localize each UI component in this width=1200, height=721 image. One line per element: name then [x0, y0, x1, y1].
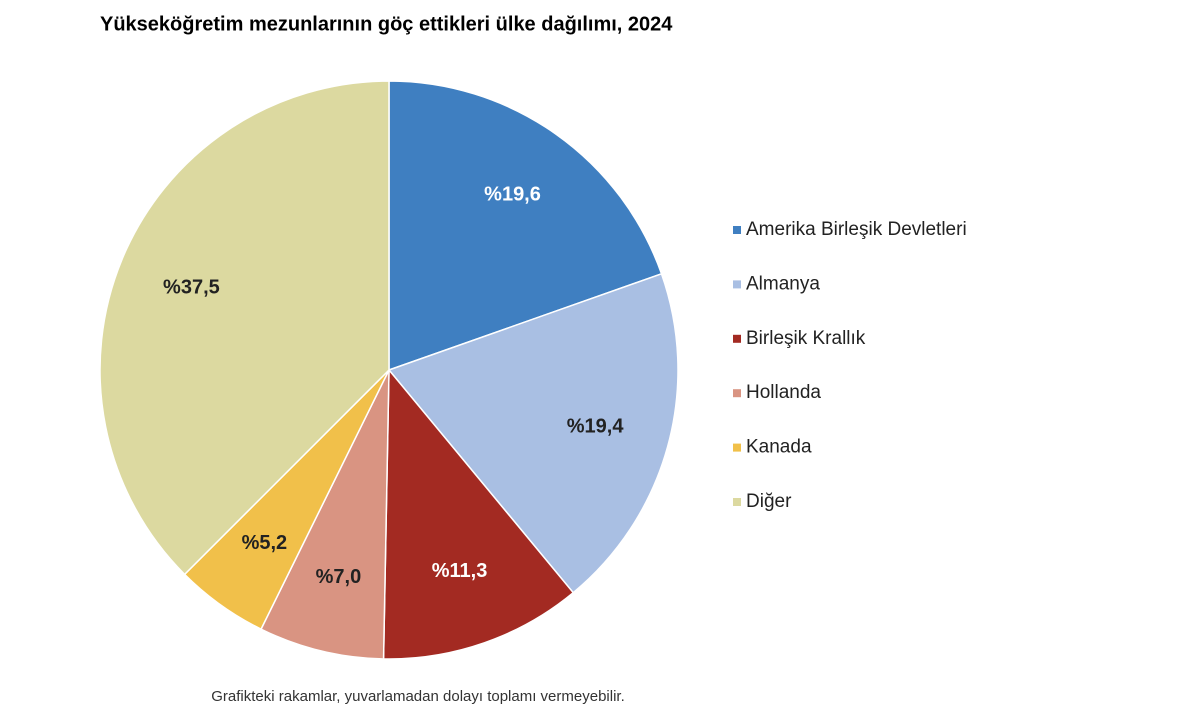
chart-title: Yükseköğretim mezunlarının göç ettikleri…: [100, 13, 673, 35]
legend-label: Kanada: [746, 437, 812, 458]
legend-swatch: [733, 498, 741, 506]
legend-swatch: [733, 334, 741, 343]
legend-label: Hollanda: [746, 382, 821, 403]
legend-swatch: [733, 443, 741, 452]
data-label: %11,3: [432, 560, 488, 582]
pie-slice: [260, 369, 390, 660]
legend-label: Almanya: [746, 273, 820, 294]
data-label: %37,5: [163, 276, 220, 298]
pie-slice: [99, 80, 390, 576]
data-label: %19,4: [567, 415, 625, 437]
legend-label: Diğer: [746, 491, 792, 512]
pie-slice: [382, 367, 575, 660]
data-label: %7,0: [316, 566, 362, 588]
legend-swatch: [733, 389, 741, 398]
legend-label: Birleşik Krallık: [746, 328, 866, 349]
legend-swatch: [733, 226, 741, 234]
data-label: %5,2: [242, 532, 288, 554]
legend-label: Amerika Birleşik Devletleri: [746, 219, 967, 240]
data-label: %19,6: [484, 184, 541, 206]
footnote: Grafikteki rakamlar, yuvarlamadan dolayı…: [211, 688, 625, 705]
legend-swatch: [733, 280, 741, 289]
pie-slice: [387, 272, 679, 594]
